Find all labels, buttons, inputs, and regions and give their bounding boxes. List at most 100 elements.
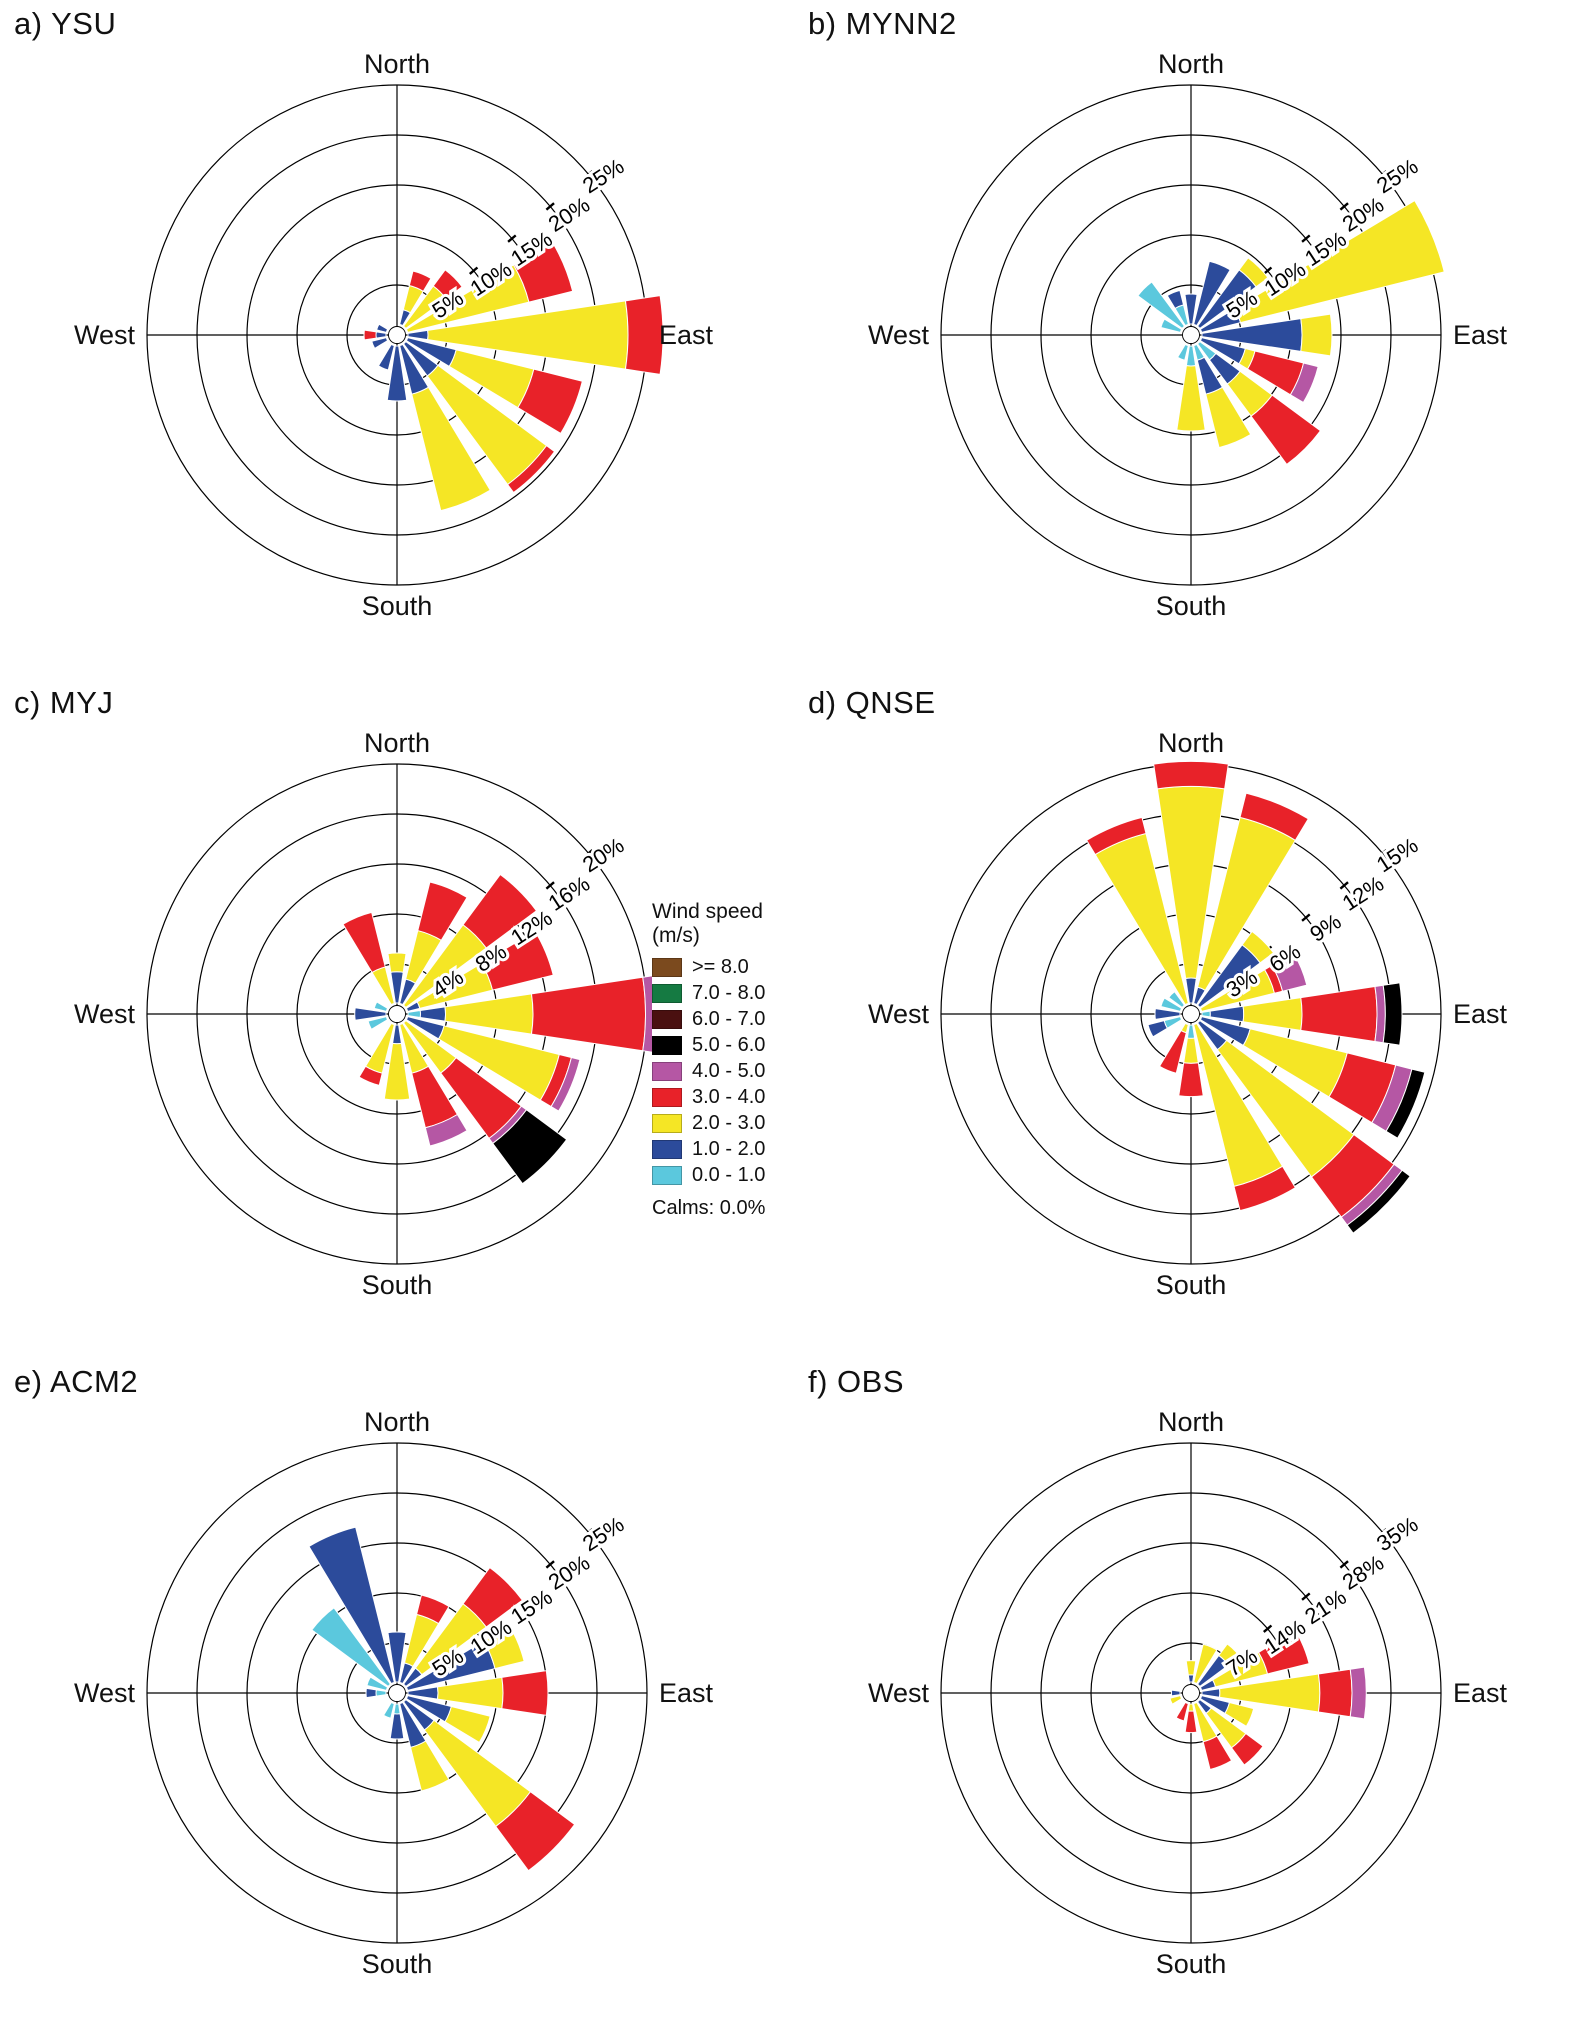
petal-segment-3-0-4-0 [1239,792,1309,841]
direction-label-south: South [1156,1270,1227,1300]
windrose-c-myj: NorthSouthWestEast4%8%12%16%20% [74,728,714,1300]
petal-dir-270 [365,1687,387,1699]
petal-segment-1-0-2-0 [1170,1689,1181,1697]
petal-segment-0-0-1-0 [393,1703,401,1715]
legend-bin-label: >= 8.0 [692,956,749,979]
legend-color-swatch [652,958,682,978]
legend-bin-label: 5.0 - 6.0 [692,1034,766,1057]
petal-segment-5-0-6-0 [1385,1068,1426,1139]
petal-segment-1-0-2-0 [1193,260,1231,327]
petal-segment-0-0-1-0 [1137,281,1186,330]
petal-segment-0-0-1-0 [1186,1024,1196,1039]
direction-label-south: South [1156,1949,1227,1979]
petal-segment-3-0-4-0 [432,269,463,300]
direction-label-west: West [868,320,930,350]
petal-dir-67.5 [1199,951,1308,1012]
ring-label-20pct: 20% [578,832,629,877]
direction-label-north: North [1158,728,1224,758]
petals [1169,1629,1367,1771]
direction-label-west: West [74,999,136,1029]
legend-item: >= 8.0 [652,956,842,979]
petal-dir-67.5 [1199,1629,1310,1691]
petal-dir-22.5 [1193,1643,1218,1685]
petal-segment-4-0-5-0 [1289,362,1319,404]
petal-segment-0-0-1-0 [1168,991,1186,1009]
ring-tick-3 [1301,913,1311,922]
petal-segment-3-0-4-0 [1184,1710,1198,1734]
petal-segment-4-0-5-0 [550,1056,581,1112]
direction-label-south: South [1156,591,1227,621]
ring-tick-3 [1301,1592,1311,1601]
petal-dir-315 [311,1607,392,1688]
petal-segment-0-0-1-0 [375,1689,387,1697]
petal-segment-0-0-1-0 [407,1009,421,1019]
legend-color-swatch [652,1114,682,1134]
petal-segment-3-0-4-0 [342,911,386,974]
petal-segment-5-0-6-0 [492,1109,568,1185]
petal-dir-67.5 [405,241,574,333]
petal-dir-90 [407,1670,549,1716]
petal-dir-22.5 [399,881,468,1006]
petal-dir-247.5 [367,1016,389,1031]
petal-dir-270 [1170,1689,1181,1697]
legend-color-swatch [652,984,682,1004]
petal-segment-3-0-4-0 [358,1065,383,1086]
ring-label-35pct: 35% [1372,1511,1423,1556]
petal-segment-1-0-2-0 [419,1006,446,1022]
ring-ticks [1224,1528,1388,1665]
wind-speed-legend: Wind speed (m/s) >= 8.0 7.0 - 8.0 6.0 - 7.… [652,900,842,1221]
petal-dir-202.5 [1175,1701,1189,1722]
ring-label-25pct: 25% [578,153,629,198]
petal-dir-90 [1201,982,1403,1046]
petal-segment-1-0-2-0 [1187,1674,1195,1683]
petal-dir-0 [1185,1660,1197,1683]
legend-bin-label: 6.0 - 7.0 [692,1008,766,1031]
petal-dir-292.5 [373,1001,389,1012]
petal-segment-3-0-4-0 [1250,394,1322,466]
petal-dir-90 [1201,313,1333,357]
petal-segment-2-0-3-0 [1241,930,1275,964]
petal-dir-315 [1168,991,1186,1009]
petal-segment-3-0-4-0 [1158,1029,1187,1074]
petal-dir-337.5 [1166,289,1189,327]
petal-segment-0-0-1-0 [1176,343,1189,361]
petal-dir-292.5 [376,323,389,333]
petal-segment-1-0-2-0 [1147,1020,1168,1038]
petal-dir-112.5 [405,1016,581,1112]
petal-dir-135 [1196,340,1322,466]
petal-dir-0 [1153,760,1229,1004]
petal-segment-1-0-2-0 [389,1713,405,1740]
petal-segment-5-0-6-0 [1382,982,1403,1046]
legend-item: 3.0 - 4.0 [652,1086,842,1109]
petal-segment-3-0-4-0 [363,329,377,341]
ring-label-21pct: 21% [1300,1584,1351,1629]
petal-dir-90 [407,974,659,1054]
petal-segment-3-0-4-0 [1175,1701,1189,1722]
petal-segment-0-0-1-0 [1201,1010,1211,1018]
direction-label-north: North [1158,1407,1224,1437]
panel-a-ysu: a) YSU North South West East 5% 10% 15% 20% 25% [0,0,794,679]
petal-segment-4-0-5-0 [1349,1666,1367,1720]
petal-dir-337.5 [308,1526,395,1685]
petal-segment-3-0-4-0 [1257,1629,1310,1675]
petal-dir-202.5 [1158,1022,1189,1074]
petal-segment-2-0-3-0 [1185,1660,1197,1676]
legend-bin-label: 1.0 - 2.0 [692,1138,766,1161]
petal-segment-0-0-1-0 [1160,318,1183,333]
petals [363,241,664,512]
petal-segment-0-0-1-0 [382,1701,395,1719]
petal-segment-0-0-1-0 [311,1607,392,1688]
direction-label-west: West [868,999,930,1029]
ring-tick-5 [1377,849,1388,858]
panel-title-a: a) YSU [14,6,117,41]
ring-label-15pct: 15% [1372,832,1423,877]
petal-segment-2-0-3-0 [411,386,491,512]
petal-segment-2-0-3-0 [444,1705,491,1744]
petal-dir-45 [402,269,463,330]
legend-bin-label: 3.0 - 4.0 [692,1086,766,1109]
legend-item: 1.0 - 2.0 [652,1138,842,1161]
panel-b-mynn2: b) MYNN2 North South West East 5% 10% 15% 20% 25… [794,0,1588,679]
petal-segment-3-0-4-0 [1202,1735,1233,1771]
petal-segment-0-0-1-0 [1160,997,1183,1012]
